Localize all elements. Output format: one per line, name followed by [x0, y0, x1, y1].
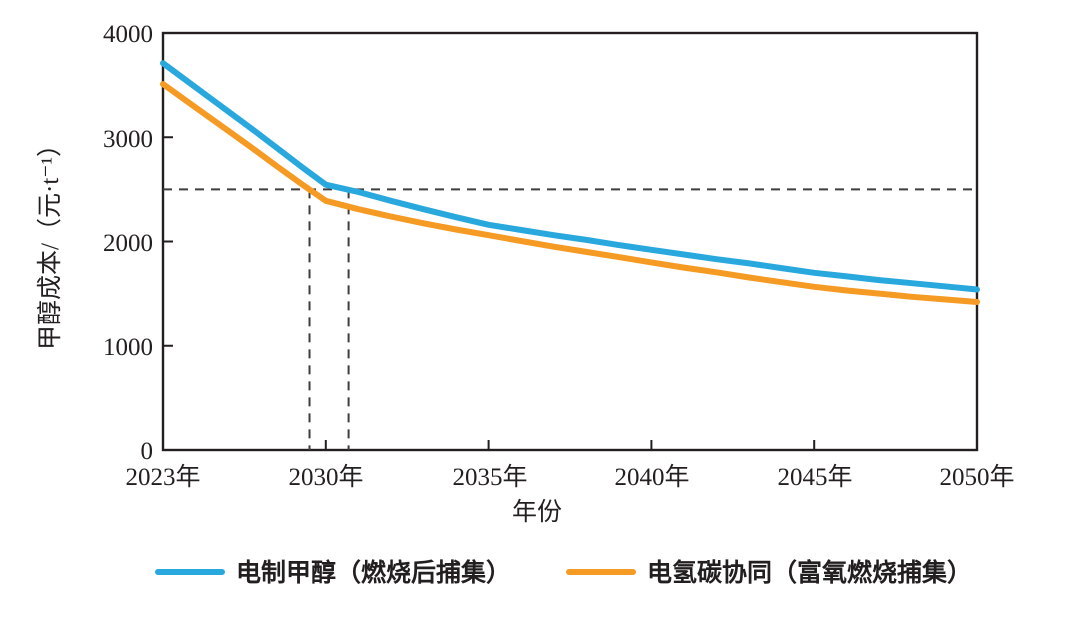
line-series-blue-post-combustion — [160, 60, 980, 293]
x-tick-label-2050: 2050年 — [939, 463, 1014, 491]
x-tick-label-2023: 2023年 — [125, 463, 200, 491]
y-tick-label-2000: 2000 — [103, 230, 153, 257]
line-series-orange-oxyfuel — [160, 81, 980, 305]
legend-label-blue: 电制甲醇（燃烧后捕集） — [236, 558, 511, 587]
x-axis-title: 年份 — [512, 498, 562, 526]
legend-label-orange: 电氢碳协同（富氧燃烧捕集） — [647, 558, 972, 587]
x-tick-label-2035: 2035年 — [452, 463, 527, 491]
plot-frame — [161, 31, 979, 452]
x-tick-label-2040: 2040年 — [614, 463, 689, 491]
y-axis-title: 甲醇成本/（元·t⁻¹） — [36, 132, 64, 350]
y-tick-label-0: 0 — [141, 438, 154, 465]
y-tick-label-4000: 4000 — [103, 21, 153, 48]
legend: 电制甲醇（燃烧后捕集） 电氢碳协同（富氧燃烧捕集） — [155, 558, 972, 587]
x-tick-label-2030: 2030年 — [288, 463, 363, 491]
y-tick-label-3000: 3000 — [103, 126, 153, 153]
y-tick-label-1000: 1000 — [103, 334, 153, 361]
axis-ticks — [162, 32, 978, 451]
x-tick-label-2045: 2045年 — [777, 463, 852, 491]
